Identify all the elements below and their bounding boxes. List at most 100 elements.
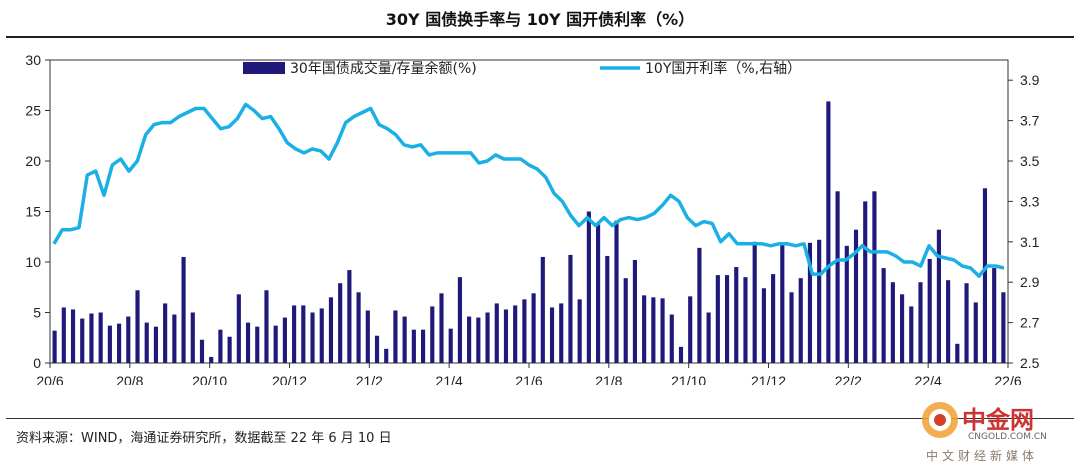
x-tick-label: 21/8 bbox=[595, 373, 622, 385]
bar bbox=[743, 277, 748, 363]
watermark-subtitle: 中文财经新媒体 bbox=[926, 449, 1039, 463]
source-note: 资料来源：WIND，海通证券研究所，数据截至 22 年 6 月 10 日 bbox=[16, 431, 392, 446]
bar bbox=[70, 309, 76, 363]
bar bbox=[872, 191, 877, 363]
y-left-tick-label: 20 bbox=[25, 153, 41, 169]
x-tick-label: 22/4 bbox=[915, 373, 942, 385]
bar bbox=[853, 229, 859, 363]
bar bbox=[117, 323, 122, 363]
chart-title: 30Y 国债换手率与 10Y 国开债利率（%） bbox=[385, 10, 695, 29]
x-tick-label: 20/10 bbox=[192, 373, 227, 385]
bar bbox=[761, 288, 766, 363]
bar bbox=[706, 312, 711, 363]
bar bbox=[467, 316, 472, 363]
bar bbox=[660, 298, 665, 363]
watermark-name: 中金网 bbox=[962, 406, 1034, 434]
bar bbox=[411, 329, 416, 363]
bar bbox=[236, 294, 241, 363]
bar bbox=[503, 309, 509, 363]
bar bbox=[328, 297, 334, 363]
bar bbox=[605, 255, 610, 363]
x-tick-label: 21/6 bbox=[515, 373, 542, 385]
y-left-tick-label: 0 bbox=[33, 355, 41, 371]
bar bbox=[596, 224, 601, 363]
chart: 0 5 10 15 20 25 30 2.5 2.7 2.9 3.1 3.3 3.5 3.7 3.9 20/6… bbox=[25, 52, 1039, 385]
bar bbox=[227, 336, 232, 363]
bar bbox=[697, 247, 702, 363]
line-series bbox=[52, 102, 1005, 278]
bar bbox=[642, 295, 647, 363]
bar bbox=[89, 313, 94, 363]
bar bbox=[559, 303, 564, 363]
bar bbox=[973, 302, 978, 363]
bar bbox=[807, 242, 813, 363]
bar bbox=[245, 322, 251, 363]
bar bbox=[393, 310, 398, 363]
top-rule bbox=[6, 36, 1074, 38]
bar bbox=[384, 348, 389, 363]
bar bbox=[402, 316, 407, 363]
bar bbox=[678, 346, 684, 363]
bar bbox=[835, 191, 840, 363]
bar bbox=[365, 310, 370, 363]
bar bbox=[651, 297, 656, 363]
bar bbox=[890, 282, 895, 363]
y-right-tick-label: 2.9 bbox=[1020, 274, 1040, 290]
y-left-tick-label: 10 bbox=[25, 254, 41, 270]
bar bbox=[936, 229, 941, 363]
bar bbox=[531, 293, 536, 363]
bar bbox=[292, 305, 297, 363]
bar bbox=[338, 283, 343, 363]
bar bbox=[780, 244, 785, 363]
bar bbox=[623, 278, 628, 363]
x-tick-label: 22/6 bbox=[994, 373, 1021, 385]
bar bbox=[476, 317, 481, 363]
bar bbox=[255, 326, 260, 363]
bar bbox=[614, 220, 619, 363]
bar bbox=[347, 270, 352, 363]
x-tick-label: 20/6 bbox=[36, 373, 63, 385]
bar bbox=[909, 306, 914, 363]
bar bbox=[992, 268, 997, 363]
bar bbox=[927, 258, 932, 363]
bar bbox=[61, 307, 66, 363]
x-tick-label: 20/8 bbox=[116, 373, 143, 385]
axes: 0 5 10 15 20 25 30 2.5 2.7 2.9 3.1 3.3 3.5 3.7 3.9 20/6… bbox=[25, 52, 1039, 385]
bar bbox=[430, 306, 435, 363]
legend-bar-swatch bbox=[243, 62, 285, 74]
bar bbox=[899, 294, 905, 363]
y-right-tick-label: 3.1 bbox=[1020, 234, 1040, 250]
bar bbox=[568, 254, 573, 363]
bar bbox=[688, 296, 693, 363]
bar bbox=[918, 282, 923, 363]
bar bbox=[356, 292, 361, 363]
bar bbox=[273, 325, 278, 363]
bar bbox=[52, 330, 57, 363]
y-left-tick-label: 30 bbox=[25, 52, 41, 68]
bar bbox=[439, 293, 444, 363]
bar bbox=[209, 356, 214, 363]
x-tick-label: 20/12 bbox=[272, 373, 307, 385]
bar bbox=[301, 305, 306, 363]
bar bbox=[420, 329, 426, 363]
bar bbox=[494, 303, 499, 363]
bar bbox=[798, 278, 803, 363]
y-right-tick-label: 2.5 bbox=[1020, 355, 1040, 371]
bar bbox=[964, 283, 969, 363]
y-right-tick-label: 3.7 bbox=[1020, 113, 1040, 129]
bar bbox=[549, 307, 555, 363]
bar bbox=[144, 322, 149, 363]
watermark-url: CNGOLD.COM.CN bbox=[968, 432, 1047, 442]
y-left-tick-label: 5 bbox=[33, 305, 41, 321]
y-left-tick-label: 25 bbox=[25, 103, 41, 119]
bar bbox=[632, 259, 638, 363]
bar bbox=[1001, 292, 1006, 363]
bar bbox=[669, 314, 674, 363]
bar bbox=[80, 318, 85, 363]
bar bbox=[826, 101, 831, 363]
bar bbox=[586, 211, 591, 363]
bar bbox=[172, 314, 177, 363]
bar bbox=[181, 256, 186, 363]
y-right-tick-label: 3.5 bbox=[1020, 153, 1040, 169]
bar bbox=[135, 290, 140, 363]
